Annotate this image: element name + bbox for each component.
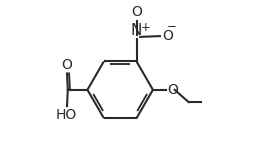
Text: O: O: [162, 29, 173, 43]
Text: +: +: [141, 21, 151, 34]
Text: O: O: [131, 5, 142, 19]
Text: O: O: [61, 58, 72, 72]
Text: HO: HO: [56, 108, 77, 122]
Text: −: −: [167, 20, 177, 33]
Text: N: N: [131, 23, 142, 38]
Text: O: O: [167, 83, 178, 97]
